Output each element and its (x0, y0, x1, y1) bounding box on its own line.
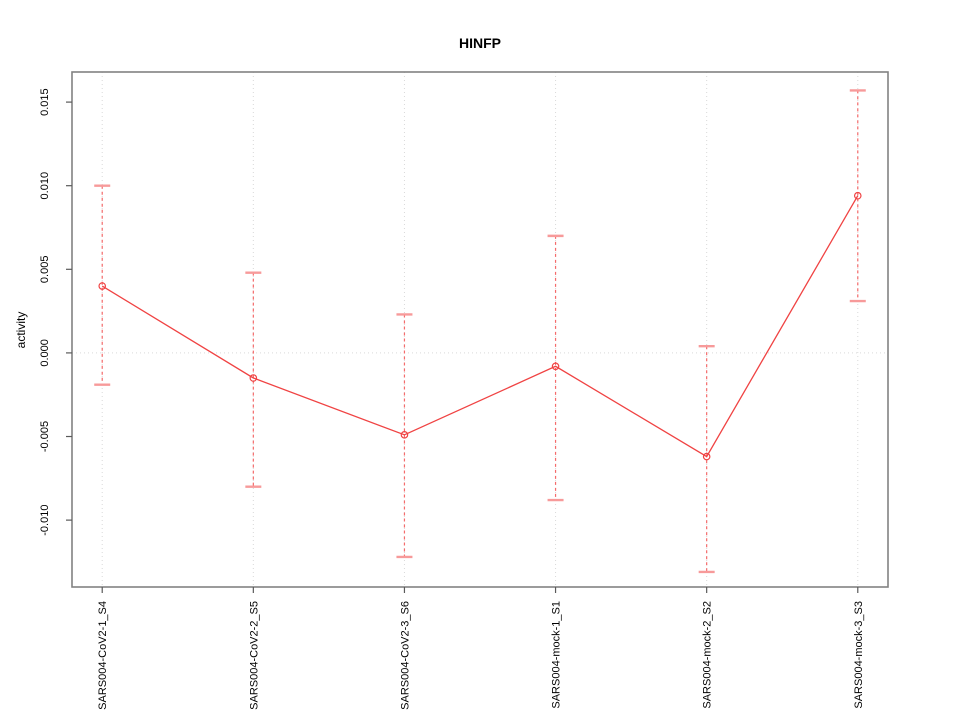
data-point-marker (702, 452, 711, 461)
data-point-marker (98, 282, 107, 290)
data-point-marker (400, 431, 409, 439)
y-tick-label: 0.015 (39, 88, 51, 116)
data-point-marker (249, 374, 258, 382)
x-tick-label: SARS004-mock-1_S1 (551, 601, 563, 709)
chart-title: HINFP (459, 35, 501, 51)
x-tick-label: SARS004-mock-3_S3 (853, 601, 865, 709)
series-line (101, 195, 859, 458)
plot-area: 0.015 0.010 0.005 0.000 -0.005 -0.010 SARS004-… (39, 71, 889, 710)
y-tick-label: -0.005 (39, 421, 51, 452)
y-tick-label: 0.000 (39, 339, 51, 367)
data-point-marker (551, 362, 560, 371)
x-tick-label: SARS004-CoV2-1_S4 (97, 601, 109, 710)
y-tick-label: 0.010 (39, 172, 51, 200)
y-tick-label: 0.005 (39, 256, 51, 284)
y-axis-label: activity (14, 312, 28, 349)
x-tick-label: SARS004-CoV2-2_S5 (248, 601, 260, 710)
x-tick-label: SARS004-CoV2-3_S6 (399, 601, 411, 710)
data-point-marker (853, 191, 862, 200)
y-tick-label: -0.010 (39, 505, 51, 536)
x-tick-label: SARS004-mock-2_S2 (702, 601, 714, 709)
plot-box (71, 71, 889, 588)
